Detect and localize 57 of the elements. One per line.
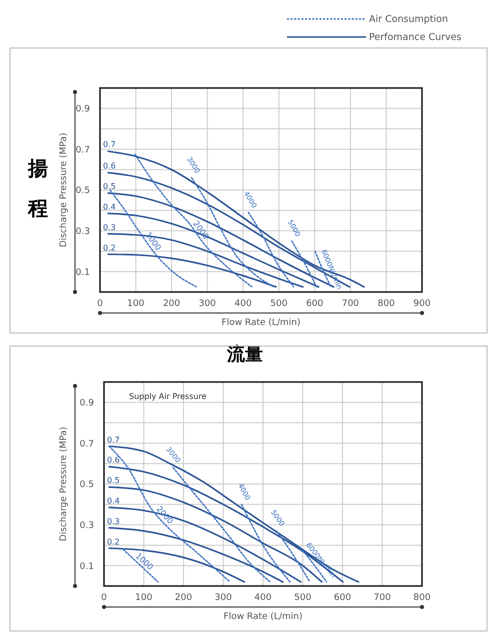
- y-tick-label: 0.7: [76, 145, 90, 156]
- x-tick-label: 500: [270, 299, 288, 309]
- y-tick-label: 0.3: [80, 520, 94, 531]
- y-tick-label: 0.1: [80, 562, 94, 572]
- series-label: 0.7: [107, 435, 120, 444]
- series-label: 0.6: [107, 456, 120, 465]
- line-series: [108, 547, 246, 583]
- x-tick-label: 300: [214, 593, 232, 603]
- x-tick-label: 700: [342, 299, 360, 309]
- x-tick-label: 900: [413, 299, 431, 309]
- series-label: 0.3: [107, 516, 120, 526]
- x-tick-label: 100: [135, 593, 153, 603]
- line-series: [108, 506, 302, 583]
- x-tick-label: 100: [127, 299, 145, 309]
- x-tick-label: 0: [101, 593, 108, 603]
- y-axis-title: Discharge Pressure (MPa): [59, 132, 69, 248]
- annotation: Supply Air Pressure: [129, 392, 207, 401]
- x-tick-label: 0: [97, 299, 104, 309]
- x-axis-title: Flow Rate (L/min): [224, 612, 302, 622]
- x-tick-label: 400: [254, 593, 272, 603]
- y-tick-label: 0.3: [76, 226, 90, 237]
- y-tick-label: 0.5: [76, 186, 90, 196]
- line-series: [172, 467, 271, 583]
- x-tick-label: 300: [198, 299, 216, 309]
- y-tick-label: 0.1: [76, 268, 90, 278]
- y-tick-label: 0.9: [76, 104, 90, 115]
- x-tick-label: 200: [174, 593, 192, 603]
- x-tick-label: 600: [306, 299, 324, 309]
- x-tick-label: 400: [234, 299, 252, 309]
- x-tick-label: 700: [374, 593, 392, 603]
- line-series: [108, 445, 360, 583]
- series-label: 0.2: [107, 537, 120, 546]
- y-tick-label: 0.7: [80, 439, 94, 450]
- x-tick-label: 800: [413, 593, 431, 603]
- y-axis-title: Discharge Pressure (MPa): [59, 426, 69, 542]
- text: 揚程: [27, 156, 48, 220]
- series-label: 0.4: [103, 202, 116, 212]
- line-series: [108, 446, 231, 583]
- series-label: 0.2: [103, 243, 116, 252]
- series-label: 0.6: [103, 162, 116, 171]
- series-label: 0.3: [103, 222, 116, 232]
- x-tick-label: 200: [162, 299, 180, 309]
- y-tick-label: 0.9: [80, 398, 94, 409]
- series-label: 0.4: [107, 496, 120, 506]
- line-series: [107, 253, 277, 288]
- text: Air Consumption: [369, 14, 448, 25]
- text: Perfomance Curves: [369, 32, 462, 43]
- line-series: [108, 527, 284, 583]
- x-tick-label: 500: [294, 593, 312, 603]
- y-tick-label: 0.5: [80, 480, 94, 490]
- x-tick-label: 800: [378, 299, 396, 309]
- x-axis-title: Flow Rate (L/min): [222, 318, 300, 328]
- x-tick-label: 600: [334, 593, 352, 603]
- series-label: 0.5: [107, 476, 120, 486]
- line-series: [190, 177, 274, 288]
- series-label: 0.7: [103, 140, 116, 150]
- series-label: 0.5: [103, 182, 116, 192]
